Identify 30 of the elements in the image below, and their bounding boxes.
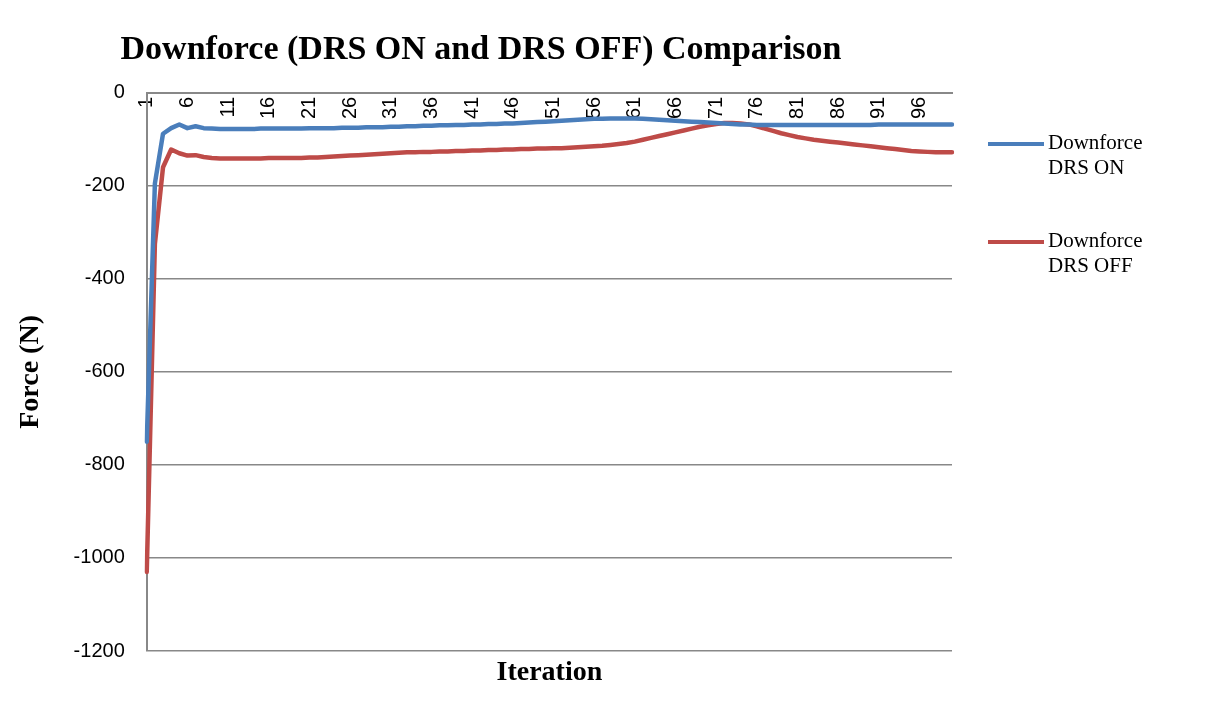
y-tick-label: 0 (113, 80, 125, 103)
y-axis-title: Force (N) (13, 315, 45, 429)
x-tick-label: 91 (866, 96, 889, 120)
y-tick-label: -200 (84, 173, 125, 196)
x-tick-label: 76 (744, 96, 767, 120)
x-tick-label: 56 (581, 96, 604, 120)
x-tick-label: 26 (337, 96, 360, 120)
x-tick-label: 6 (174, 96, 197, 108)
legend-label: Downforce DRS OFF (1048, 228, 1144, 278)
x-tick-label: 96 (906, 96, 929, 120)
x-tick-label: 21 (296, 96, 319, 120)
x-tick-label: 51 (540, 96, 563, 120)
y-tick-label: -400 (84, 266, 125, 289)
legend-label: Downforce DRS ON (1048, 130, 1144, 180)
y-tick-label: -1000 (73, 545, 125, 568)
x-tick-label: 41 (459, 96, 482, 120)
x-tick-label: 71 (703, 96, 726, 120)
x-tick-label: 81 (784, 96, 807, 120)
x-tick-label: 46 (500, 96, 523, 120)
chart-title: Downforce (DRS ON and DRS OFF) Comparison (120, 29, 842, 68)
x-tick-label: 86 (825, 96, 848, 120)
x-tick-label: 11 (215, 96, 238, 118)
x-tick-label: 66 (662, 96, 685, 120)
x-axis-title: Iteration (496, 655, 603, 687)
x-tick-label: 31 (378, 96, 401, 120)
y-tick-label: -600 (84, 359, 125, 382)
y-tick-label: -800 (84, 452, 125, 475)
x-tick-label: 16 (256, 96, 279, 120)
x-tick-label: 36 (418, 96, 441, 120)
y-tick-label: -1200 (73, 638, 125, 661)
